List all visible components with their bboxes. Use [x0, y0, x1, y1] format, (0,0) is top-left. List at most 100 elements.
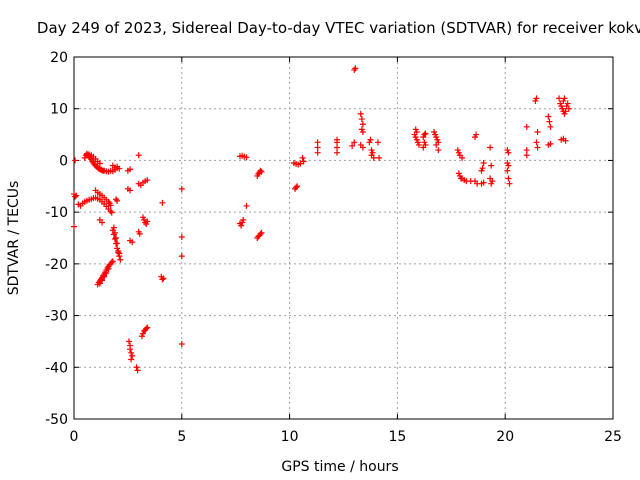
data-point [116, 250, 123, 257]
data-point [334, 136, 341, 143]
data-point [547, 123, 554, 130]
data-point [178, 233, 185, 240]
data-point [533, 95, 540, 102]
data-point [129, 352, 136, 359]
data-point [374, 139, 381, 146]
data-series [71, 65, 572, 374]
x-tick-label: 25 [604, 429, 622, 445]
data-point [129, 239, 136, 246]
data-point [561, 95, 568, 102]
data-point [300, 158, 307, 165]
data-point [351, 139, 358, 146]
data-point [96, 280, 103, 287]
data-point [128, 349, 135, 356]
data-point [534, 144, 541, 151]
data-point [413, 128, 420, 135]
data-point [314, 139, 321, 146]
data-point [376, 154, 383, 161]
data-point [506, 180, 513, 187]
data-point [109, 258, 116, 265]
data-point [293, 184, 300, 191]
data-point [111, 229, 118, 236]
data-point [117, 256, 124, 263]
data-point [99, 277, 106, 284]
data-point [488, 162, 495, 169]
x-tick-label: 0 [70, 429, 79, 445]
data-point [505, 162, 512, 169]
data-point [72, 193, 79, 200]
data-point [108, 209, 115, 216]
y-tick-label: -30 [45, 309, 68, 325]
x-axis-label: GPS time / hours [281, 459, 398, 475]
data-point [144, 177, 151, 184]
data-point [243, 154, 250, 161]
data-point [523, 123, 530, 130]
data-point [367, 136, 374, 143]
y-tick-label: 20 [50, 50, 68, 66]
data-point [159, 276, 166, 283]
data-point [562, 108, 569, 115]
data-point [479, 165, 486, 172]
data-point [562, 137, 569, 144]
data-point [128, 356, 135, 363]
data-point [178, 253, 185, 260]
data-point [160, 275, 167, 282]
data-point [334, 144, 341, 151]
data-point [565, 105, 572, 112]
data-point [127, 166, 134, 173]
data-point [136, 230, 143, 237]
data-point [113, 235, 120, 241]
data-point [111, 236, 118, 243]
data-point [359, 121, 366, 128]
data-point [504, 167, 511, 174]
data-point [297, 160, 304, 167]
data-point [357, 110, 364, 117]
data-point [547, 140, 554, 147]
y-tick-label: 10 [50, 102, 68, 118]
data-point [258, 168, 265, 175]
x-tick-label: 10 [281, 429, 299, 445]
data-point [257, 230, 264, 237]
data-point [114, 240, 121, 247]
data-point [523, 152, 530, 159]
data-point [545, 113, 552, 120]
data-point [72, 157, 79, 164]
data-point [240, 216, 247, 223]
data-point [358, 116, 365, 123]
data-point [238, 222, 245, 229]
y-tick-label: -20 [45, 257, 68, 273]
data-point [422, 130, 429, 137]
data-point [488, 180, 495, 187]
data-point [73, 192, 80, 199]
data-point [105, 266, 112, 273]
data-point [299, 154, 306, 161]
y-tick-label: 0 [59, 153, 68, 169]
data-point [533, 139, 540, 146]
data-point [420, 144, 427, 151]
x-tick-label: 20 [496, 429, 514, 445]
data-point [159, 199, 166, 206]
data-point [368, 152, 375, 159]
data-point [134, 367, 141, 374]
data-point [144, 324, 151, 331]
data-point [127, 187, 134, 194]
data-point [415, 141, 422, 148]
data-point [125, 338, 132, 345]
data-point [258, 229, 265, 236]
data-point [99, 219, 106, 226]
data-point [101, 273, 108, 280]
grid [74, 57, 613, 419]
y-tick-label: -10 [45, 205, 68, 221]
axis-ticks: 0 5 10 15 20 25 -50 -40 -30 -20 -10 0 10 20 [45, 50, 622, 445]
data-point [178, 185, 185, 192]
data-point [534, 128, 541, 135]
data-point [108, 259, 115, 266]
y-tick-label: -50 [45, 412, 68, 428]
data-point [352, 65, 359, 72]
data-point [178, 341, 185, 348]
data-point [349, 142, 356, 149]
data-point [96, 160, 103, 167]
data-point [546, 118, 553, 125]
data-point [473, 131, 480, 138]
plot-frame [73, 56, 614, 420]
